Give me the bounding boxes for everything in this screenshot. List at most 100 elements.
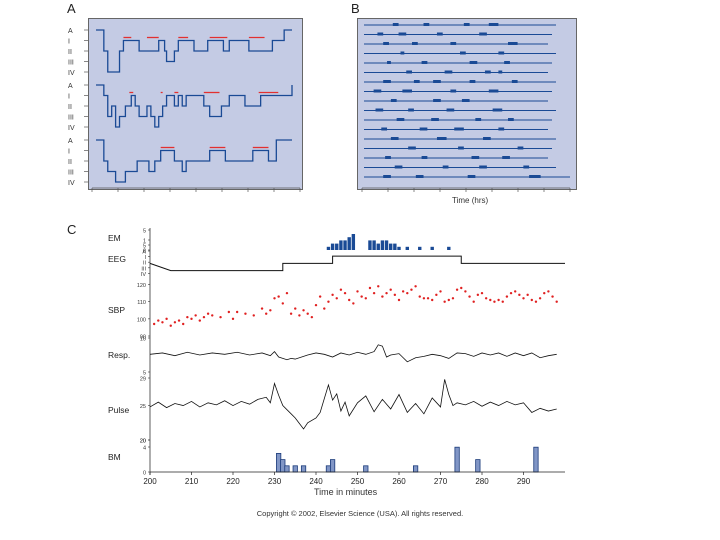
activity-burst [517,146,524,150]
sbp-point [206,312,210,315]
row-label: Pulse [108,405,130,415]
row-label: EEG [108,254,126,264]
activity-burst [402,89,412,93]
copyright-notice: Copyright © 2002, Elsevier Science (USA)… [256,509,464,518]
sbp-point [410,288,413,291]
activity-burst [498,70,503,74]
stage-label: IV [68,70,75,77]
activity-burst [436,137,447,140]
row-tick-label: 20 [140,439,146,445]
sbp-point [335,297,338,300]
em-bar [418,246,422,250]
row-tick-label: 1 [143,239,146,245]
sbp-point [426,297,430,300]
row-label: Resp. [108,350,130,360]
sbp-point [202,315,206,319]
activity-burst [383,42,389,45]
bm-bar [276,452,282,473]
sbp-point [518,293,521,297]
stage-label: IV [68,180,75,187]
sbp-point [186,315,189,319]
bm-bar [454,446,460,473]
activity-burst [406,70,412,74]
sbp-point [227,310,231,314]
activity-burst [498,51,505,55]
activity-burst [492,108,503,112]
activity-burst [423,23,430,26]
activity-burst [508,118,514,121]
panel-c-xlabel: Time in minutes [314,487,378,497]
sbp-point [314,303,318,307]
activity-burst [529,175,541,178]
row-tick-label: III [141,266,146,272]
em-bar [343,240,347,250]
sbp-point [331,293,334,297]
activity-burst [460,51,466,55]
bm-bar [475,459,481,473]
panel-c-xtick-label: 240 [309,477,323,486]
sbp-point [194,314,197,317]
activity-burst [419,127,428,131]
sbp-point [169,324,172,327]
sbp-point [152,322,156,326]
sbp-point [547,290,550,293]
em-bar [376,243,380,250]
sbp-point [294,307,297,310]
stage-label: III [68,115,74,122]
panel-b-background [357,18,577,190]
sbp-point [389,288,392,291]
sbp-point [505,295,509,298]
sbp-point [306,312,309,315]
activity-burst [412,42,418,45]
sbp-point [472,300,475,303]
em-bar [330,243,335,250]
sbp-point [480,291,484,295]
sbp-point [348,298,351,302]
bm-bar [284,465,290,473]
sbp-point [219,315,222,319]
activity-burst [463,23,470,26]
sbp-point [260,307,264,310]
activity-burst [461,99,470,102]
bm-bar [329,459,336,473]
sbp-point [339,288,343,291]
sbp-point [418,295,421,298]
row-tick-label: 0 [143,471,146,477]
sbp-point [377,285,380,288]
activity-burst [504,61,510,64]
row-label: SBP [108,305,125,315]
activity-burst [511,80,518,83]
row-tick-label: A [142,250,146,256]
sbp-point [281,302,284,305]
em-bar [351,234,356,250]
activity-burst [381,127,388,131]
stage-label: IV [68,125,75,132]
sbp-point [165,317,168,321]
activity-burst [383,175,391,178]
stage-label: II [68,104,72,111]
em-bar [393,243,397,250]
sbp-point [447,298,450,302]
activity-burst [523,165,530,169]
panel-c-xtick-label: 270 [434,477,448,486]
stage-label: A [68,28,73,35]
sbp-point [385,291,388,295]
sbp-point [493,300,496,303]
sbp-point [182,322,185,326]
activity-burst [413,80,420,83]
sbp-point [198,319,201,322]
em-bar [335,243,339,250]
activity-burst [498,127,505,131]
sbp-point [173,321,177,324]
activity-burst [488,89,499,93]
sbp-point [435,293,438,297]
bm-bar [300,465,307,473]
em-bar [339,240,343,250]
panel-b-letter: B [351,1,360,16]
bm-bar [325,465,332,473]
activity-burst [431,118,439,121]
panel-c-xtick-label: 210 [185,477,199,486]
stage-label: III [68,170,74,177]
activity-burst [436,32,443,36]
